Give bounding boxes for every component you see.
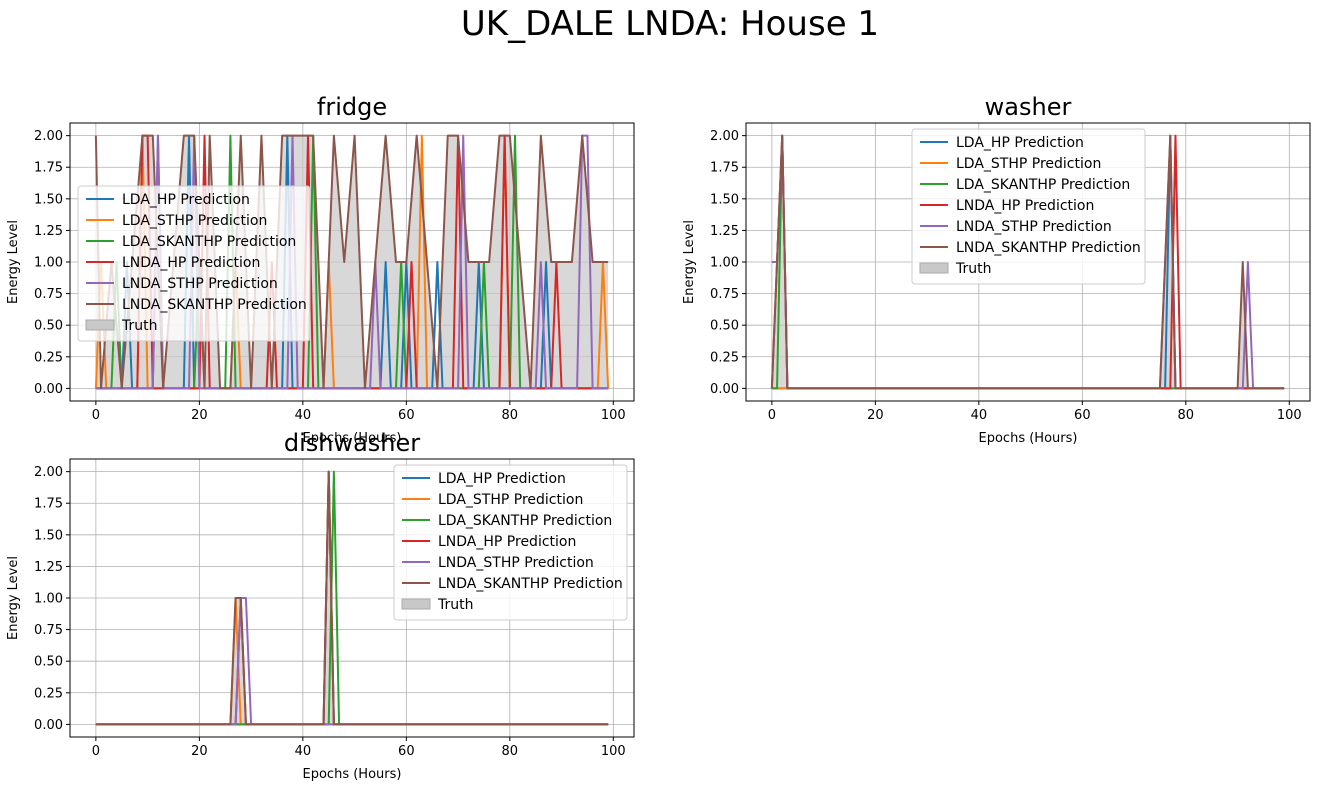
y-tick-label: 1.50 — [34, 192, 63, 207]
y-tick-label: 0.00 — [710, 382, 739, 397]
x-tick-label: 20 — [867, 408, 884, 423]
x-tick-label: 0 — [92, 408, 100, 423]
legend-label: LDA_HP Prediction — [956, 135, 1084, 151]
x-axis-label: Epochs (Hours) — [979, 431, 1078, 446]
subplot-fridge: 0 20 40 60 80 100 0.00 0.25 0.50 0.75 1.00 1.25 1.50… — [6, 93, 635, 446]
legend-label: LDA_HP Prediction — [122, 192, 250, 208]
y-tick-label: 0.50 — [710, 319, 739, 334]
legend-swatch-truth — [401, 598, 431, 610]
subplot-washer: 0 20 40 60 80 100 0.00 0.25 0.50 0.75 1.00 1.25 1.50… — [682, 93, 1311, 446]
y-axis-label: Energy Level — [682, 220, 697, 304]
subplot-title: washer — [985, 93, 1072, 121]
y-tick-label: 0.75 — [710, 287, 739, 302]
subplot-title: dishwasher — [284, 429, 420, 457]
legend-label: LNDA_STHP Prediction — [122, 276, 278, 292]
x-tick-label: 60 — [1074, 408, 1091, 423]
y-tick-label: 0.25 — [710, 350, 739, 365]
y-tick-label: 2.00 — [34, 465, 63, 480]
y-tick-label: 1.75 — [34, 161, 63, 176]
legend-label: LNDA_STHP Prediction — [956, 219, 1112, 235]
x-axis-label: Epochs (Hours) — [303, 767, 402, 782]
x-tick-label: 40 — [971, 408, 988, 423]
legend-label: LNDA_HP Prediction — [122, 255, 260, 271]
y-axis-label: Energy Level — [6, 556, 21, 640]
x-tick-label: 100 — [601, 744, 626, 759]
legend-label: LNDA_SKANTHP Prediction — [956, 240, 1141, 256]
legend: LDA_HP Prediction LDA_STHP Prediction LDA_… — [393, 464, 628, 621]
y-tick-label: 0.75 — [34, 623, 63, 638]
legend-label: LDA_SKANTHP Prediction — [122, 234, 296, 250]
legend-label: LDA_SKANTHP Prediction — [438, 513, 612, 529]
x-tick-label: 100 — [1277, 408, 1302, 423]
legend-label: LNDA_HP Prediction — [956, 198, 1094, 214]
y-tick-label: 0.00 — [34, 718, 63, 733]
legend-label: LNDA_HP Prediction — [438, 534, 576, 550]
y-tick-label: 1.00 — [34, 592, 63, 607]
y-tick-label: 1.25 — [34, 560, 63, 575]
y-tick-label: 0.75 — [34, 287, 63, 302]
legend-label: LNDA_SKANTHP Prediction — [122, 297, 307, 313]
legend-label: Truth — [955, 261, 992, 277]
legend-label: Truth — [437, 597, 474, 613]
x-tick-label: 0 — [92, 744, 100, 759]
x-tick-label: 60 — [398, 408, 415, 423]
legend-label: LDA_HP Prediction — [438, 471, 566, 487]
series-line-LNDA_SKANTHP — [95, 470, 609, 726]
y-tick-label: 0.50 — [34, 655, 63, 670]
x-tick-label: 80 — [502, 744, 519, 759]
legend-label: LNDA_SKANTHP Prediction — [438, 576, 623, 592]
legend-label: LDA_STHP Prediction — [956, 156, 1101, 172]
legend-label: LDA_STHP Prediction — [438, 492, 583, 508]
y-tick-label: 1.75 — [710, 161, 739, 176]
x-tick-label: 80 — [502, 408, 519, 423]
y-tick-label: 0.25 — [34, 350, 63, 365]
y-tick-label: 1.50 — [710, 192, 739, 207]
legend-label: Truth — [121, 318, 158, 334]
y-tick-label: 2.00 — [34, 129, 63, 144]
x-tick-label: 20 — [191, 744, 208, 759]
legend: LDA_HP Prediction LDA_STHP Prediction LDA_… — [77, 185, 311, 342]
x-tick-label: 40 — [295, 408, 312, 423]
x-tick-label: 20 — [191, 408, 208, 423]
subplot-dishwasher: 0 20 40 60 80 100 0.00 0.25 0.50 0.75 1.00 1.25 1.50… — [6, 429, 635, 782]
y-tick-label: 2.00 — [710, 129, 739, 144]
x-tick-label: 40 — [295, 744, 312, 759]
y-tick-label: 1.75 — [34, 497, 63, 512]
legend-box — [77, 185, 311, 342]
y-axis-label: Energy Level — [6, 220, 21, 304]
y-tick-label: 0.50 — [34, 319, 63, 334]
legend-box — [393, 464, 628, 621]
x-tick-label: 0 — [768, 408, 776, 423]
y-tick-label: 0.25 — [34, 686, 63, 701]
legend-label: LNDA_STHP Prediction — [438, 555, 594, 571]
y-tick-label: 1.25 — [710, 224, 739, 239]
legend: LDA_HP Prediction LDA_STHP Prediction LDA_… — [911, 128, 1146, 285]
x-tick-label: 100 — [601, 408, 626, 423]
y-tick-label: 0.00 — [34, 382, 63, 397]
y-tick-label: 1.00 — [34, 256, 63, 271]
y-tick-label: 1.00 — [710, 256, 739, 271]
series-line-LNDA_SKANTHP — [770, 134, 1285, 390]
series-line-LNDA_STHP — [95, 134, 609, 390]
figure-suptitle: UK_DALE LNDA: House 1 — [461, 4, 879, 44]
legend-swatch-truth — [85, 319, 115, 331]
y-tick-label: 1.25 — [34, 224, 63, 239]
legend-box — [911, 128, 1146, 285]
legend-swatch-truth — [919, 262, 949, 274]
truth-area — [95, 135, 609, 389]
legend-label: LDA_SKANTHP Prediction — [956, 177, 1130, 193]
x-axis-label: Epochs (Hours) — [303, 431, 402, 446]
y-tick-label: 1.50 — [34, 528, 63, 543]
x-tick-label: 80 — [1178, 408, 1195, 423]
subplot-title: fridge — [317, 93, 387, 121]
x-tick-label: 60 — [398, 744, 415, 759]
legend-label: LDA_STHP Prediction — [122, 213, 267, 229]
